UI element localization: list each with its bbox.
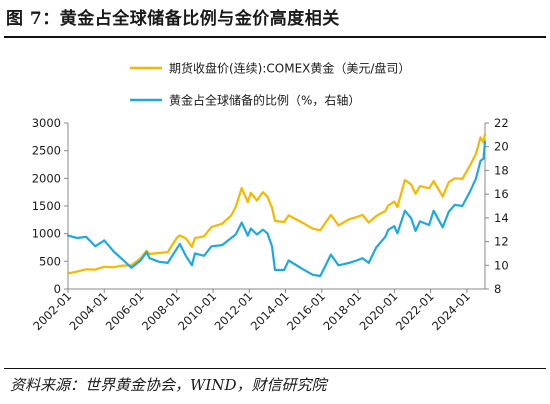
left-tick-label: 1000 — [32, 227, 61, 241]
right-tick-label: 10 — [494, 258, 509, 272]
x-tick-label: 2020-01 — [357, 289, 401, 333]
x-tick-label: 2002-01 — [30, 289, 74, 333]
left-tick-label: 3000 — [32, 116, 61, 130]
figure-title: 图 7：黄金占全球储备比例与金价高度相关 — [6, 9, 340, 29]
left-tick-label: 0 — [54, 282, 61, 296]
x-tick-label: 2004-01 — [66, 289, 110, 333]
x-tick-label: 2024-01 — [429, 289, 473, 333]
x-tick-label: 2018-01 — [320, 289, 364, 333]
right-tick-label: 20 — [494, 140, 509, 154]
chart: 0 500 1000 1500 2000 2500 3000 8 10 12 14 16 18 20 22 2… — [30, 61, 509, 334]
x-tick-label: 2010-01 — [175, 289, 219, 333]
legend-label-ratio: 黄金占全球储备的比例（%，右轴） — [169, 93, 360, 108]
right-tick-label: 18 — [494, 163, 509, 177]
x-tick-label: 2022-01 — [393, 289, 437, 333]
right-tick-label: 14 — [494, 211, 509, 225]
left-tick-label: 500 — [39, 254, 61, 268]
gold-price-line — [66, 132, 487, 275]
source-divider — [4, 368, 546, 369]
x-tick-label: 2008-01 — [139, 289, 183, 333]
right-tick-label: 8 — [494, 282, 501, 296]
left-tick-label: 2500 — [32, 144, 61, 158]
title-divider — [4, 36, 546, 38]
gold-reserve-ratio-line — [66, 140, 487, 278]
x-tick-label: 2012-01 — [212, 289, 256, 333]
x-tick-label: 2014-01 — [248, 289, 292, 333]
left-tick-label: 2000 — [32, 171, 61, 185]
right-tick-label: 16 — [494, 187, 509, 201]
legend-label-price: 期货收盘价(连续):COMEX黄金（美元/盘司） — [169, 61, 410, 76]
x-tick-label: 2006-01 — [103, 289, 147, 333]
left-tick-label: 1500 — [32, 199, 61, 213]
source-note: 资料来源：世界黄金协会，WIND，财信研究院 — [10, 376, 327, 394]
x-tick-label: 2016-01 — [284, 289, 328, 333]
right-tick-label: 22 — [494, 116, 509, 130]
right-tick-label: 12 — [494, 235, 509, 249]
